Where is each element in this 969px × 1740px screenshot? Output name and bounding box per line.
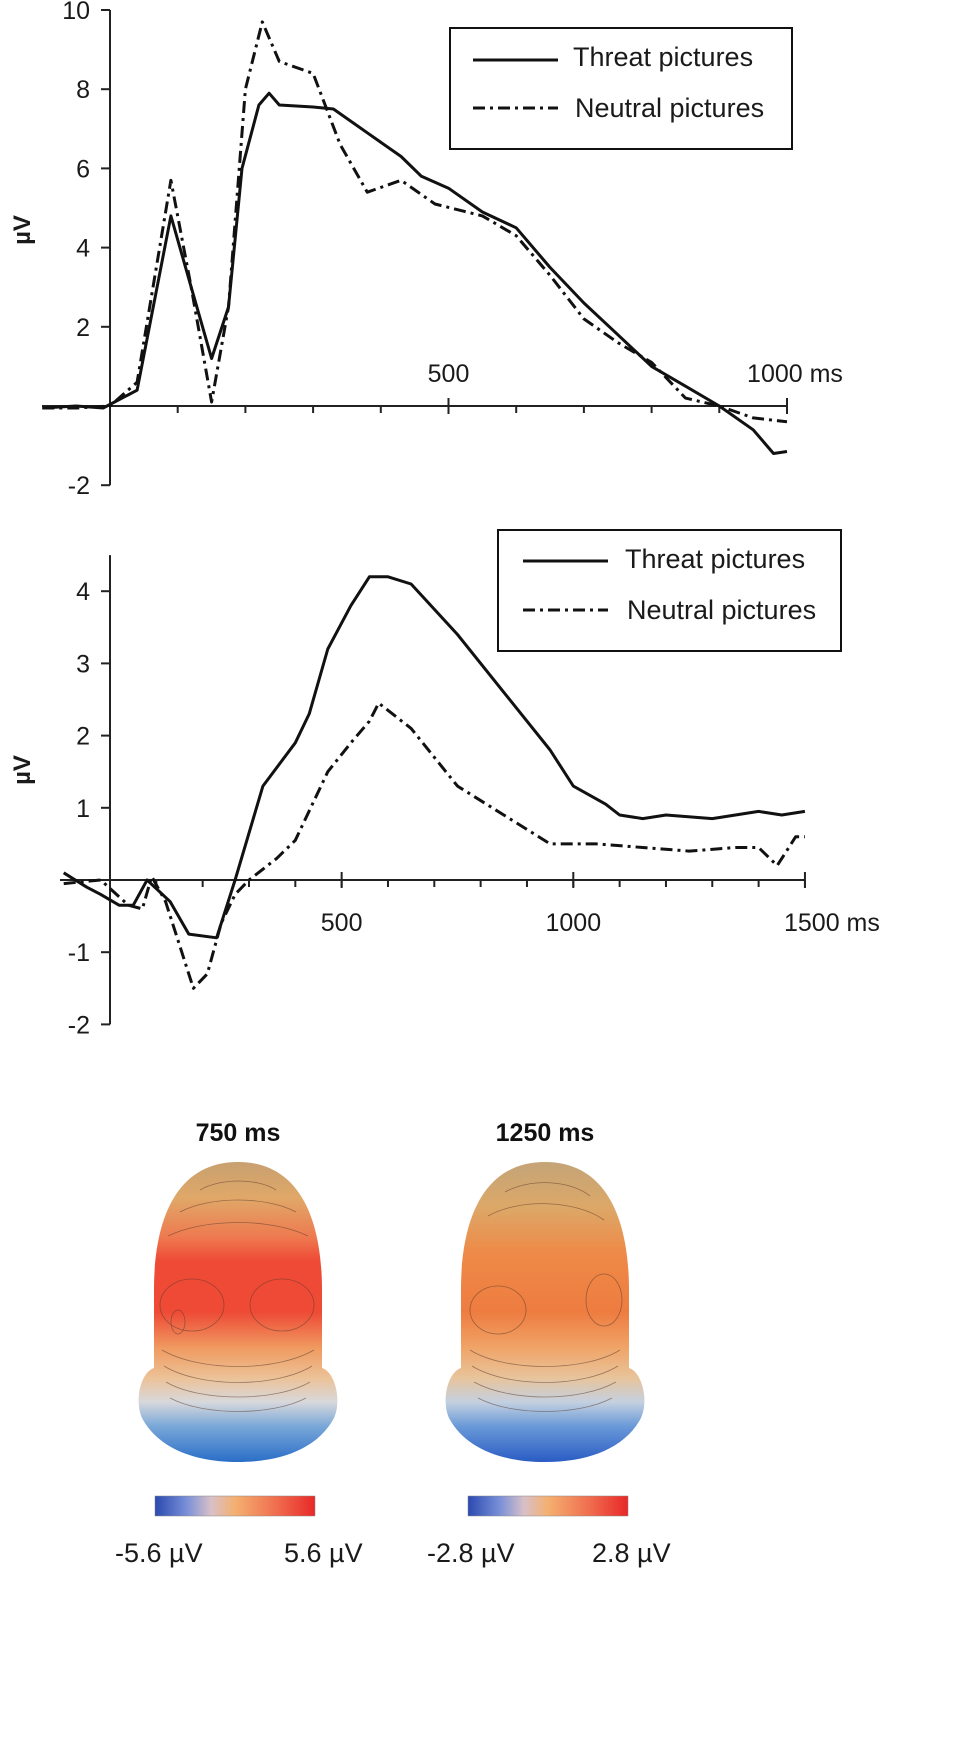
x-tick-label: 1000 ms [747,360,843,388]
erp-chart-bottom: µV -2 -1 1 2 3 4 500 1000 1500 ms Threat picture… [9,529,880,1039]
contour-lines [159,1180,315,1412]
y-tick-label: 4 [76,235,90,263]
y-axis-label: µV [9,755,36,785]
y-tick-label: 3 [76,650,90,678]
legend-box [449,27,793,150]
y-tick-label: 2 [76,314,90,342]
contour-lines [469,1182,623,1412]
y-tick-label: 6 [76,155,90,183]
axes: -2 2 4 6 8 10 500 1000 ms [42,0,843,500]
head-map [445,1162,645,1462]
series-line-neutral [42,20,788,424]
legend-box [497,529,842,652]
legend-label: Neutral pictures [575,93,764,123]
legend: Threat pictures Neutral pictures [449,27,793,150]
color-scale [467,1495,629,1517]
x-tick-label: 500 [321,909,363,937]
erp-chart-top: µV -2 2 4 6 8 10 500 1000 ms Threat pictures Ne… [9,0,843,500]
scale-min-label: -5.6 µV [115,1538,203,1568]
series-group [42,20,788,455]
scale-min-label: -2.8 µV [427,1538,515,1568]
x-tick-label: 1500 ms [784,909,880,937]
y-tick-label: -2 [68,472,90,500]
map-title: 1250 ms [496,1119,595,1147]
topomap-750: 750 ms -5.6 µV 5.6 µV [115,1119,363,1568]
series-line-neutral [63,701,805,990]
y-tick-label: 1 [76,795,90,823]
series-line-threat [62,575,806,940]
y-tick-label: 8 [76,76,90,104]
scale-max-label: 5.6 µV [284,1538,363,1568]
map-title: 750 ms [196,1119,281,1147]
color-scale [154,1495,316,1517]
y-tick-label: 4 [76,578,90,606]
series-line-threat [42,91,788,455]
head-map [138,1162,338,1462]
y-tick-label: 10 [62,0,90,25]
axes: -2 -1 1 2 3 4 500 1000 1500 ms [60,555,880,1039]
y-tick-label: -1 [68,939,90,967]
y-axis-label: µV [9,215,36,245]
y-tick-label: 2 [76,723,90,751]
legend: Threat pictures Neutral pictures [497,529,842,652]
x-tick-label: 500 [428,360,470,388]
x-tick-label: 1000 [545,909,601,937]
topomap-1250: 1250 ms -2.8 µV 2.8 µV [427,1119,671,1568]
legend-label: Threat pictures [573,42,753,72]
y-tick-label: -2 [68,1011,90,1039]
legend-label: Threat pictures [625,544,805,574]
scale-max-label: 2.8 µV [592,1538,671,1568]
series-group [62,575,806,990]
legend-label: Neutral pictures [627,595,816,625]
